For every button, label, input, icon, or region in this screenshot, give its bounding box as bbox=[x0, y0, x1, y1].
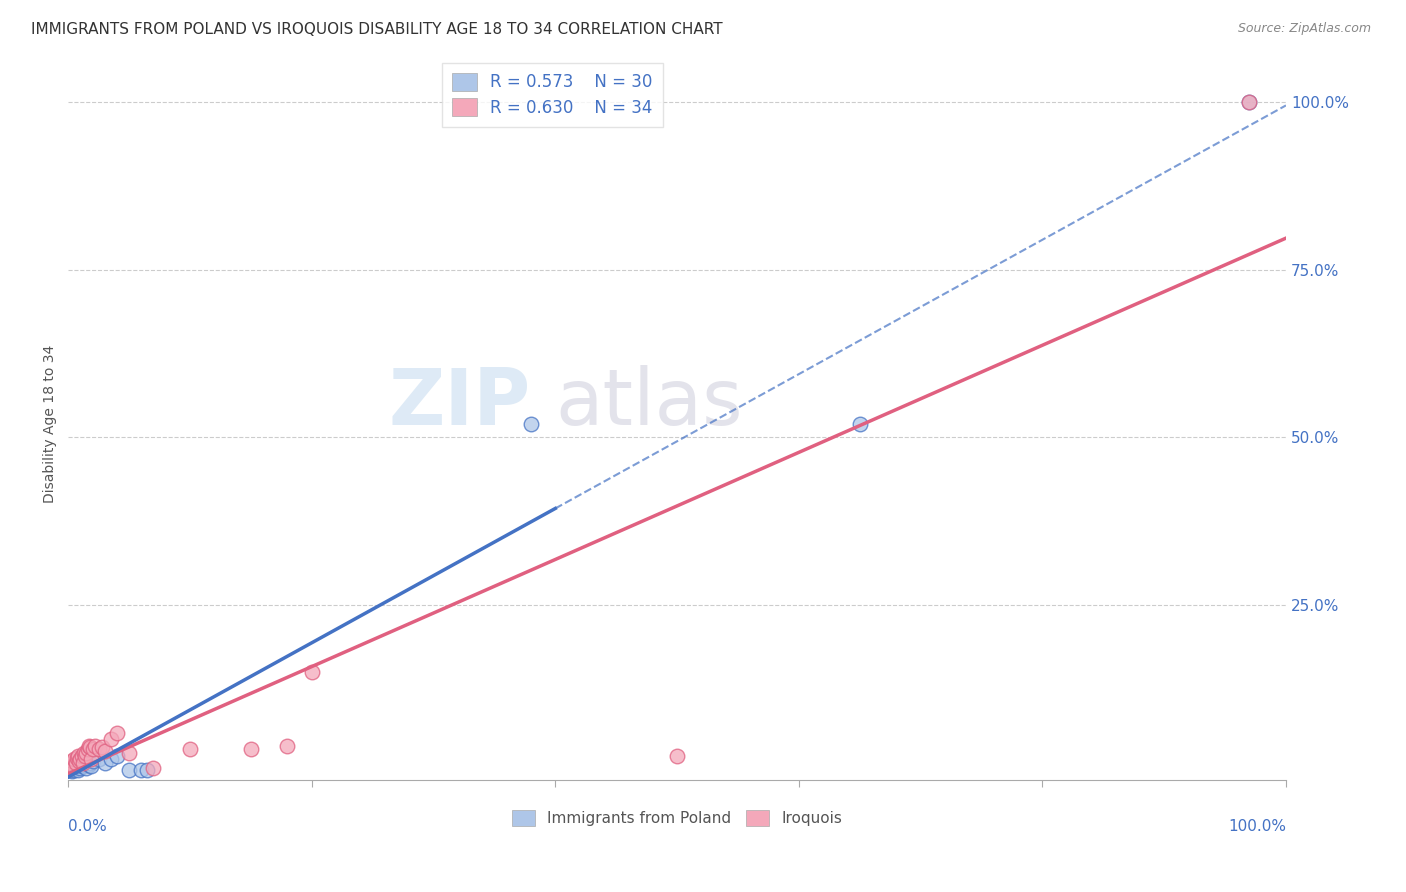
Point bbox=[59, 756, 82, 770]
Point bbox=[105, 725, 128, 739]
Point bbox=[118, 746, 141, 760]
Point bbox=[91, 740, 114, 755]
Point bbox=[179, 742, 201, 756]
Point bbox=[239, 742, 262, 756]
Point bbox=[72, 756, 94, 770]
Point bbox=[79, 740, 101, 755]
Point bbox=[276, 739, 298, 753]
Point bbox=[65, 760, 87, 774]
Point bbox=[59, 760, 82, 774]
Point bbox=[67, 757, 90, 772]
Point bbox=[76, 760, 98, 774]
Point bbox=[80, 752, 103, 766]
Point bbox=[100, 752, 122, 766]
Point bbox=[84, 739, 107, 753]
Text: atlas: atlas bbox=[555, 365, 742, 441]
Point bbox=[105, 749, 128, 764]
Point bbox=[82, 742, 104, 756]
Point bbox=[94, 756, 117, 770]
Point bbox=[60, 754, 83, 768]
Point bbox=[75, 757, 97, 772]
Point bbox=[1239, 95, 1261, 109]
Point bbox=[76, 742, 98, 756]
Point bbox=[63, 752, 86, 766]
Point bbox=[69, 760, 91, 774]
Point bbox=[62, 762, 84, 776]
Point bbox=[58, 763, 80, 777]
Text: ZIP: ZIP bbox=[388, 365, 531, 441]
Point bbox=[58, 759, 80, 773]
Point bbox=[79, 756, 101, 770]
Point bbox=[520, 417, 543, 431]
Legend: Immigrants from Poland, Iroquois: Immigrants from Poland, Iroquois bbox=[506, 805, 848, 832]
Point bbox=[666, 749, 689, 764]
Point bbox=[70, 749, 93, 764]
Point bbox=[75, 749, 97, 764]
Point bbox=[1239, 95, 1261, 109]
Point bbox=[301, 665, 323, 680]
Point bbox=[94, 744, 117, 758]
Point bbox=[76, 756, 98, 770]
Point bbox=[77, 739, 100, 753]
Point bbox=[66, 763, 89, 777]
Point bbox=[129, 763, 152, 777]
Point bbox=[67, 754, 90, 768]
Point bbox=[70, 759, 93, 773]
Point bbox=[69, 752, 91, 766]
Point bbox=[73, 746, 96, 760]
Point bbox=[82, 754, 104, 768]
Point bbox=[100, 732, 122, 747]
Point bbox=[848, 417, 870, 431]
Y-axis label: Disability Age 18 to 34: Disability Age 18 to 34 bbox=[44, 345, 58, 503]
Text: 0.0%: 0.0% bbox=[69, 819, 107, 834]
Point bbox=[60, 764, 83, 778]
Point bbox=[66, 759, 89, 773]
Point bbox=[73, 759, 96, 773]
Point bbox=[66, 751, 89, 765]
Point bbox=[87, 742, 110, 756]
Text: IMMIGRANTS FROM POLAND VS IROQUOIS DISABILITY AGE 18 TO 34 CORRELATION CHART: IMMIGRANTS FROM POLAND VS IROQUOIS DISAB… bbox=[31, 22, 723, 37]
Point bbox=[136, 763, 159, 777]
Point bbox=[118, 763, 141, 777]
Point bbox=[87, 752, 110, 766]
Point bbox=[142, 760, 165, 774]
Text: Source: ZipAtlas.com: Source: ZipAtlas.com bbox=[1237, 22, 1371, 36]
Text: 100.0%: 100.0% bbox=[1227, 819, 1286, 834]
Point bbox=[80, 759, 103, 773]
Point bbox=[63, 763, 86, 777]
Point bbox=[72, 756, 94, 770]
Point bbox=[62, 759, 84, 773]
Point bbox=[65, 756, 87, 770]
Point bbox=[77, 757, 100, 772]
Point bbox=[76, 746, 98, 760]
Point bbox=[66, 749, 89, 764]
